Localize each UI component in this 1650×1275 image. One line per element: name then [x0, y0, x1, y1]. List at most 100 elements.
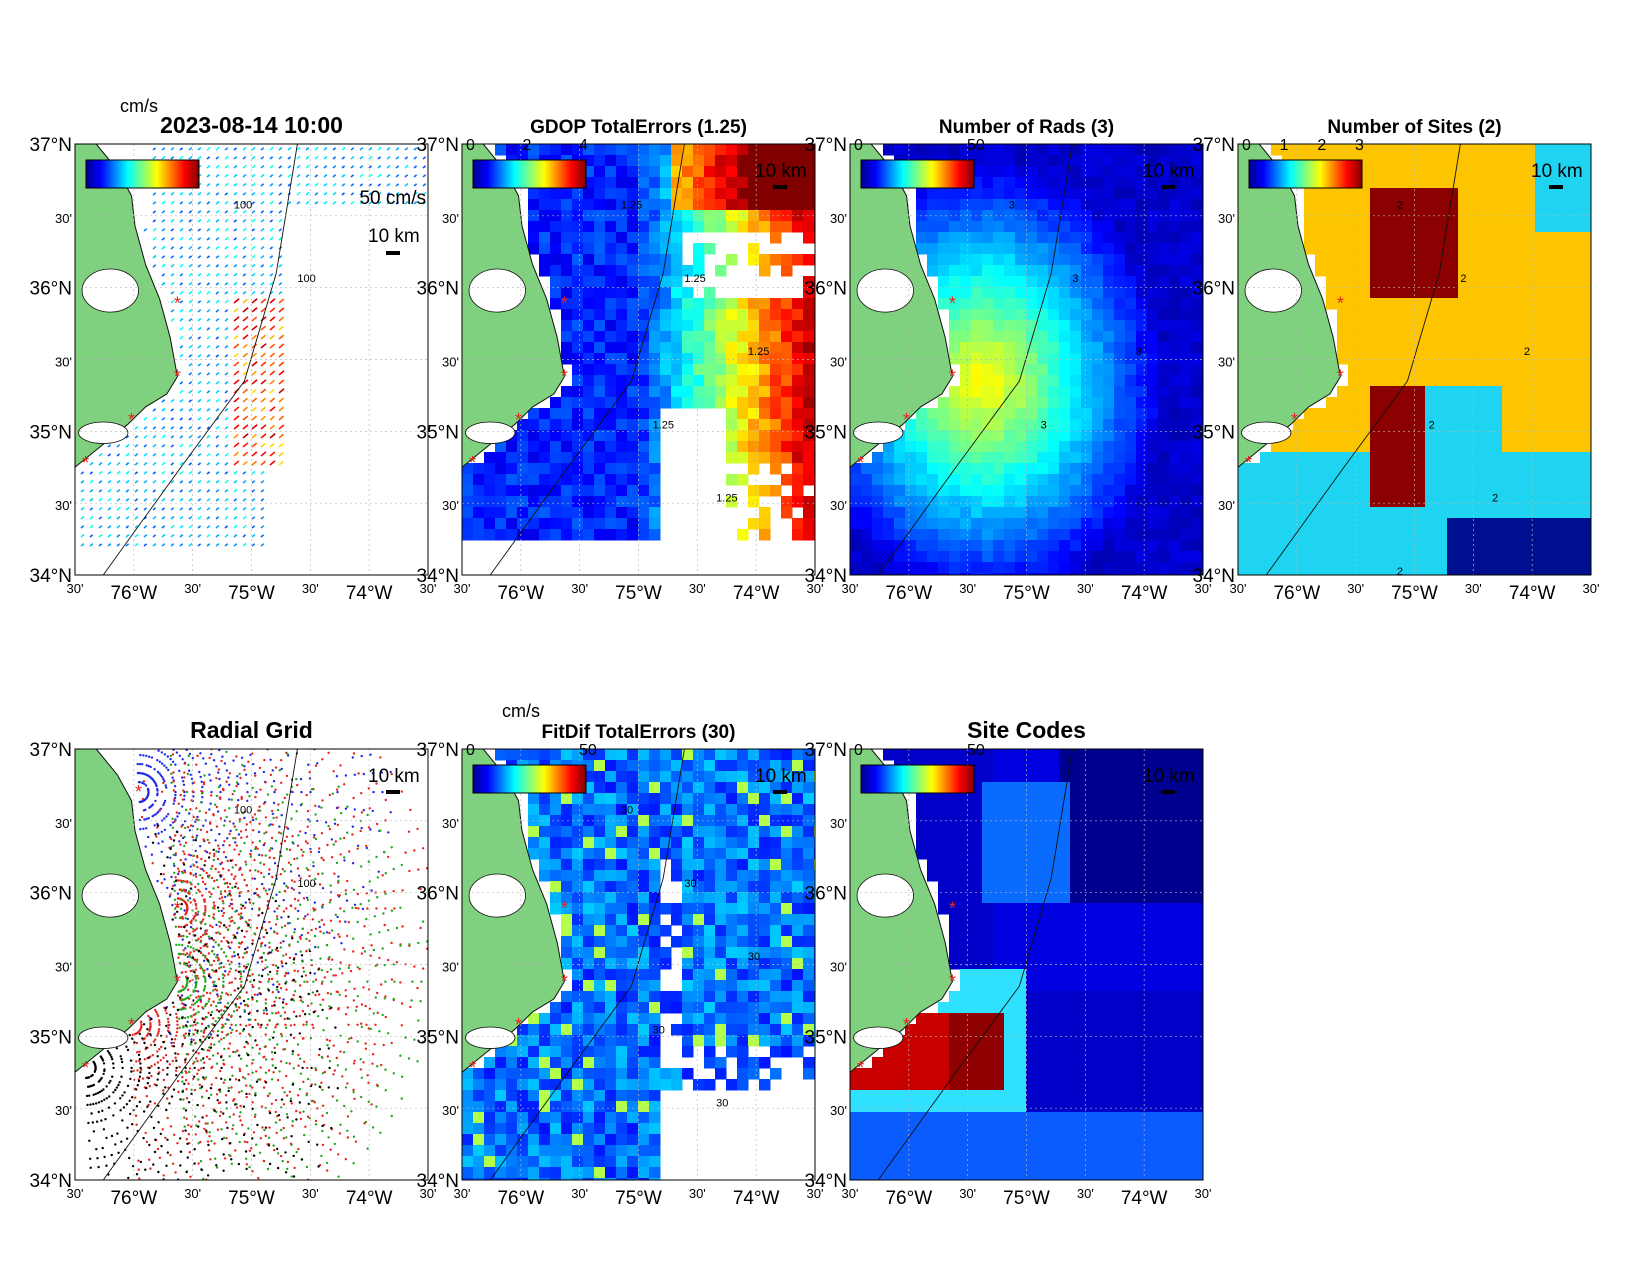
- currents-x-tick: 30': [302, 581, 319, 596]
- site-marker-icon: *: [82, 453, 89, 473]
- nsites-x-tick: 74°W: [1509, 583, 1556, 604]
- radialgrid-y-tick: 30': [55, 1103, 72, 1118]
- nsites-colorbar: [1248, 159, 1363, 189]
- nrads-y-tick: 36°N: [805, 279, 847, 300]
- scale-arrow-label: 50 cm/s: [359, 188, 426, 209]
- nsites-title: Number of Sites (2): [1327, 117, 1501, 138]
- nsites-x-tick: 76°W: [1273, 583, 1320, 604]
- site-marker-icon: *: [949, 972, 956, 992]
- fitdif-y-tick: 30': [442, 960, 459, 975]
- nrads-colorbar-tick: 0: [854, 137, 863, 154]
- currents-title: 2023-08-14 10:00: [160, 112, 343, 138]
- sitecodes-y-tick: 30': [830, 960, 847, 975]
- site-marker-icon: *: [1291, 410, 1298, 430]
- fitdif-title: FitDif TotalErrors (30): [542, 722, 736, 743]
- sitecodes-colorbar-tick: 0: [854, 742, 863, 759]
- sitecodes-scale-bar-label: 10 km: [1143, 766, 1195, 787]
- nsites-x-tick: 30': [1230, 581, 1247, 596]
- nsites-y-tick: 36°N: [1193, 279, 1235, 300]
- site-marker-icon: *: [174, 898, 181, 918]
- site-marker-icon: *: [82, 1058, 89, 1078]
- site-marker-icon: *: [561, 367, 568, 387]
- gdop-y-tick: 35°N: [417, 422, 459, 443]
- sitecodes-x-tick: 30': [959, 1186, 976, 1201]
- currents-y-tick: 30': [55, 211, 72, 226]
- site-marker-icon: *: [903, 410, 910, 430]
- nsites-map-area: [1238, 144, 1591, 575]
- fitdif-y-tick: 30': [442, 816, 459, 831]
- fitdif-colorbar-tick: 0: [466, 742, 475, 759]
- current-vectors: [80, 146, 427, 547]
- gdop-x-tick: 75°W: [615, 583, 662, 604]
- nrads-x-tick: 30': [959, 581, 976, 596]
- fitdif-x-tick: 30': [689, 1186, 706, 1201]
- site-marker-icon: *: [1337, 293, 1344, 313]
- gdop-colorbar-tick: 4: [579, 137, 588, 154]
- radialgrid-x-tick: 30': [420, 1186, 437, 1201]
- nrads-y-tick: 30': [830, 211, 847, 226]
- nrads-x-tick: 76°W: [885, 583, 932, 604]
- fitdif-x-tick: 76°W: [497, 1188, 544, 1209]
- fitdif-map-area: [462, 749, 815, 1180]
- gdop-x-tick: 74°W: [733, 583, 780, 604]
- currents-colorbar-unit: cm/s: [120, 96, 158, 116]
- sitecodes-gridlines: [850, 749, 1203, 1180]
- gdop-colorbar-tick: 0: [466, 137, 475, 154]
- fitdif-axes-frame: [461, 748, 816, 1181]
- currents-y-tick: 36°N: [30, 279, 72, 300]
- fitdif-colorbar-unit: cm/s: [502, 701, 540, 721]
- currents-x-tick: 76°W: [110, 583, 157, 604]
- currents-x-tick: 30': [67, 581, 84, 596]
- gdop-contour-label: 1.25: [716, 493, 737, 505]
- nsites-x-tick: 30': [1465, 581, 1482, 596]
- nsites-gridlines: [1238, 144, 1591, 575]
- nsites-y-tick: 30': [1218, 211, 1235, 226]
- nrads-contour-label: 3: [1009, 200, 1015, 212]
- nrads-y-tick: 30': [830, 498, 847, 513]
- nrads-x-tick: 74°W: [1121, 583, 1168, 604]
- sitecodes-x-tick: 30': [1077, 1186, 1094, 1201]
- site-marker-icon: *: [903, 1015, 910, 1035]
- nsites-y-tick: 34°N: [1193, 566, 1235, 587]
- nrads-x-tick: 30': [842, 581, 859, 596]
- nrads-colorbar: [860, 159, 975, 189]
- sitecodes-x-tick: 75°W: [1003, 1188, 1050, 1209]
- fitdif-y-tick: 35°N: [417, 1027, 459, 1048]
- nrads-contour-label: 3: [1136, 346, 1142, 358]
- site-marker-icon: *: [469, 453, 476, 473]
- nsites-x-tick: 30': [1347, 581, 1364, 596]
- nrads-y-tick: 30': [830, 355, 847, 370]
- nsites-colorbar-tick: 2: [1317, 137, 1326, 154]
- gdop-x-tick: 30': [689, 581, 706, 596]
- nsites-colorbar-tick: 3: [1355, 137, 1364, 154]
- sitecodes-y-tick: 37°N: [805, 740, 847, 761]
- nsites-y-tick: 37°N: [1193, 135, 1235, 156]
- nrads-x-tick: 75°W: [1003, 583, 1050, 604]
- radialgrid-contour-label: 100: [234, 805, 252, 817]
- fitdif-x-tick: 30': [454, 1186, 471, 1201]
- radialgrid-x-tick: 30': [302, 1186, 319, 1201]
- gdop-contour-label: 1.25: [684, 273, 705, 285]
- gdop-y-tick: 30': [442, 498, 459, 513]
- nrads-x-tick: 30': [1195, 581, 1212, 596]
- radialgrid-x-tick: 30': [67, 1186, 84, 1201]
- site-marker-icon: *: [128, 410, 135, 430]
- site-marker-icon: *: [561, 898, 568, 918]
- site-marker-icon: *: [174, 972, 181, 992]
- currents-colorbar: [85, 159, 200, 189]
- currents-y-tick: 34°N: [30, 566, 72, 587]
- radialgrid-y-tick: 30': [55, 816, 72, 831]
- sitecodes-map-area: [850, 749, 1203, 1180]
- gdop-y-tick: 36°N: [417, 279, 459, 300]
- nrads-colorbar-tick: 50: [967, 137, 985, 154]
- currents-y-tick: 35°N: [30, 422, 72, 443]
- gdop-colorbar: [472, 159, 587, 189]
- sitecodes-y-tick: 30': [830, 1103, 847, 1118]
- sitecodes-x-tick: 30': [1195, 1186, 1212, 1201]
- nrads-title: Number of Rads (3): [939, 117, 1114, 138]
- sitecodes-x-tick: 30': [842, 1186, 859, 1201]
- currents-contour-label: 100: [297, 273, 315, 285]
- fitdif-contour-label: 30: [748, 951, 760, 963]
